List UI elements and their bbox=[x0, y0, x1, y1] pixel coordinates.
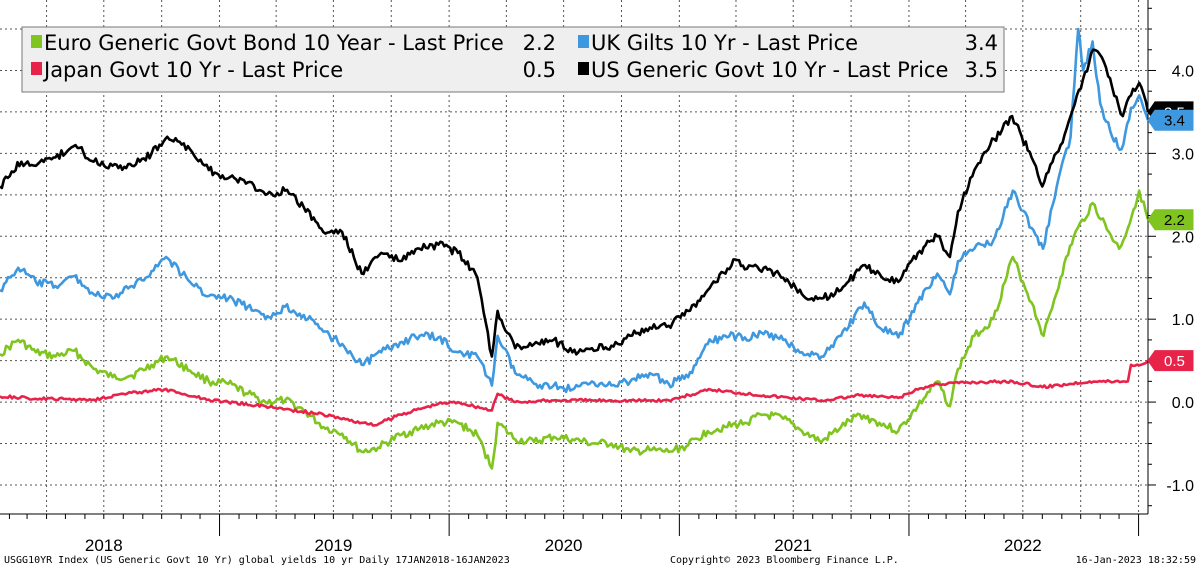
footer-copyright: Copyright© 2023 Bloomberg Finance L.P. bbox=[670, 555, 899, 566]
last-value-tag-label: 0.5 bbox=[1164, 353, 1185, 370]
last-value-tag: 2.2 bbox=[1147, 209, 1194, 231]
footer-timestamp: 16-Jan-2023 18:32:59 bbox=[1076, 555, 1196, 566]
legend-label-japan: Japan Govt 10 Yr - Last Price bbox=[42, 58, 343, 82]
series-line-0 bbox=[0, 189, 1150, 470]
last-value-tag-shape bbox=[1147, 209, 1194, 231]
legend-item-euro: Euro Generic Govt Bond 10 Year - Last Pr… bbox=[31, 31, 556, 55]
x-year-label: 2020 bbox=[545, 536, 583, 555]
x-year-label: 2022 bbox=[1004, 536, 1042, 555]
legend-label-euro: Euro Generic Govt Bond 10 Year - Last Pr… bbox=[44, 31, 504, 55]
last-value-tag-shape bbox=[1147, 109, 1194, 131]
x-year-label: 2018 bbox=[85, 536, 123, 555]
legend-label-us: US Generic Govt 10 Yr - Last Price bbox=[591, 58, 948, 82]
series-line-1 bbox=[0, 27, 1150, 394]
footer: USGG10YR Index (US Generic Govt 10 Yr) g… bbox=[4, 555, 1196, 566]
last-value-tag: 3.4 bbox=[1147, 109, 1194, 131]
legend-value-us: 3.5 bbox=[965, 58, 998, 82]
last-value-tag-shape bbox=[1147, 350, 1194, 372]
legend-swatch-euro bbox=[31, 35, 42, 48]
legend-swatch-uk bbox=[578, 35, 589, 48]
legend: Euro Generic Govt Bond 10 Year - Last Pr… bbox=[21, 26, 1005, 93]
x-axis: 2018 2019 2020 2021 2022 bbox=[0, 513, 1148, 555]
legend-label-uk: UK Gilts 10 Yr - Last Price bbox=[591, 31, 858, 55]
last-value-tags: 3.53.42.20.5 bbox=[1147, 101, 1194, 372]
legend-item-us: US Generic Govt 10 Yr - Last Price 3.5 bbox=[578, 58, 998, 82]
footer-left: USGG10YR Index (US Generic Govt 10 Yr) g… bbox=[4, 555, 510, 566]
y-tick-label: 2.0 bbox=[1172, 229, 1194, 246]
legend-value-japan: 0.5 bbox=[523, 58, 556, 82]
legend-swatch-us bbox=[578, 62, 589, 75]
series-line-3 bbox=[0, 48, 1150, 358]
legend-value-uk: 3.4 bbox=[965, 31, 998, 55]
last-value-tag-label: 2.2 bbox=[1164, 212, 1185, 229]
x-year-label: 2019 bbox=[314, 536, 352, 555]
plot-area bbox=[0, 27, 1150, 470]
legend-value-euro: 2.2 bbox=[523, 31, 556, 55]
legend-item-uk: UK Gilts 10 Yr - Last Price 3.4 bbox=[578, 31, 998, 55]
legend-item-japan: Japan Govt 10 Yr - Last Price 0.5 bbox=[31, 58, 556, 82]
x-year-label: 2021 bbox=[774, 536, 812, 555]
y-tick-label: 3.0 bbox=[1172, 146, 1194, 163]
series-line-2 bbox=[0, 359, 1149, 427]
y-tick-label: 1.0 bbox=[1172, 312, 1194, 329]
y-tick-label: -1.0 bbox=[1166, 478, 1194, 495]
last-value-tag-label: 3.4 bbox=[1164, 113, 1185, 130]
y-axis: 4.0 3.0 2.0 1.0 0.0 -1.0 bbox=[1147, 0, 1194, 514]
last-value-tag: 0.5 bbox=[1147, 350, 1194, 372]
legend-box bbox=[21, 26, 1005, 93]
y-tick-label: 0.0 bbox=[1172, 395, 1194, 412]
legend-swatch-japan bbox=[31, 62, 42, 75]
y-tick-label: 4.0 bbox=[1172, 64, 1194, 81]
